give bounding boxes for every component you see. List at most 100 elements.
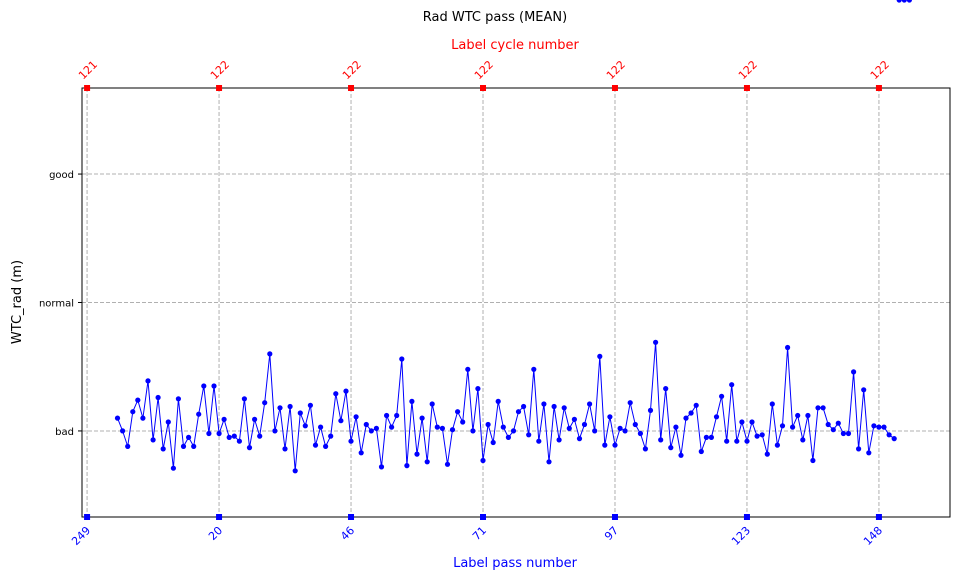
data-point (257, 433, 263, 439)
data-point (678, 452, 684, 458)
bottom-tick-marker (875, 514, 882, 520)
data-point (901, 0, 907, 3)
data-point (617, 425, 623, 431)
data-point (449, 427, 456, 433)
data-point (622, 428, 628, 434)
data-point (424, 459, 430, 465)
data-point (262, 400, 268, 406)
data-point (653, 339, 659, 345)
series-line (117, 342, 895, 471)
data-point (790, 424, 796, 430)
data-point (252, 416, 258, 422)
data-point (267, 351, 273, 357)
data-point (510, 428, 517, 434)
data-point (409, 398, 415, 404)
data-point (165, 419, 171, 425)
bottom-tick-marker (348, 514, 355, 520)
data-point (338, 418, 344, 424)
data-point (881, 424, 887, 430)
data-point (439, 425, 445, 431)
data-point (749, 419, 755, 425)
data-point (419, 415, 425, 421)
bottom-tick-marker (84, 514, 91, 520)
data-point (155, 394, 161, 401)
top-axis-label: Label cycle number (451, 38, 579, 53)
data-point (856, 446, 862, 452)
data-point (536, 438, 542, 444)
data-point (835, 420, 841, 426)
data-point (754, 433, 760, 439)
data-point (120, 428, 126, 434)
bottom-tick-marker (216, 514, 223, 520)
data-point (287, 403, 293, 410)
data-point (866, 450, 872, 456)
data-point (795, 412, 801, 419)
data-point (871, 423, 877, 429)
data-point (774, 442, 781, 448)
data-point (414, 451, 420, 457)
data-point (851, 369, 857, 375)
data-point (429, 401, 435, 407)
data-point (490, 439, 496, 446)
data-point (455, 409, 461, 415)
data-point (470, 428, 476, 434)
data-point (769, 401, 775, 407)
data-point (693, 402, 699, 408)
data-point (896, 0, 902, 3)
grid-layer (82, 88, 950, 517)
data-point (708, 434, 715, 440)
data-point (150, 437, 156, 443)
data-point (632, 421, 638, 428)
data-point (906, 0, 912, 3)
data-point (485, 421, 491, 428)
data-point (703, 434, 710, 440)
data-point (515, 409, 522, 415)
data-point (246, 445, 253, 451)
data-point (627, 400, 633, 406)
data-point (779, 423, 786, 429)
data-point (170, 465, 176, 471)
top-tick-marker (348, 85, 355, 91)
data-point (891, 436, 897, 442)
data-point (561, 405, 567, 411)
data-point (373, 425, 379, 431)
data-point (358, 450, 364, 456)
data-point (333, 391, 339, 397)
data-point (566, 425, 572, 431)
data-point (399, 356, 405, 362)
data-point (663, 386, 669, 392)
data-point (175, 396, 181, 402)
data-point (135, 397, 141, 403)
data-point (130, 409, 136, 415)
data-point (587, 401, 593, 407)
data-point (444, 461, 451, 467)
data-point (378, 464, 385, 470)
data-point (201, 383, 207, 389)
data-point (759, 432, 765, 438)
data-point (389, 424, 395, 430)
data-point (348, 438, 354, 444)
y-tick-label: bad (55, 427, 74, 438)
data-point (713, 414, 720, 420)
data-point (637, 430, 644, 437)
data-point (180, 443, 187, 449)
top-tick-marker (84, 85, 91, 91)
data-point (861, 387, 867, 393)
data-point (236, 438, 242, 444)
data-point (465, 366, 471, 372)
data-point (302, 423, 308, 429)
data-point (297, 410, 303, 416)
data-point (480, 457, 486, 464)
data-point (226, 434, 232, 440)
data-point (551, 403, 557, 410)
data-point (495, 398, 501, 404)
data-point (830, 427, 836, 433)
data-point (729, 382, 735, 388)
data-point (312, 442, 319, 448)
data-point (820, 405, 826, 411)
data-point (668, 445, 674, 451)
data-point (642, 446, 649, 452)
bottom-tick-marker (480, 514, 487, 520)
